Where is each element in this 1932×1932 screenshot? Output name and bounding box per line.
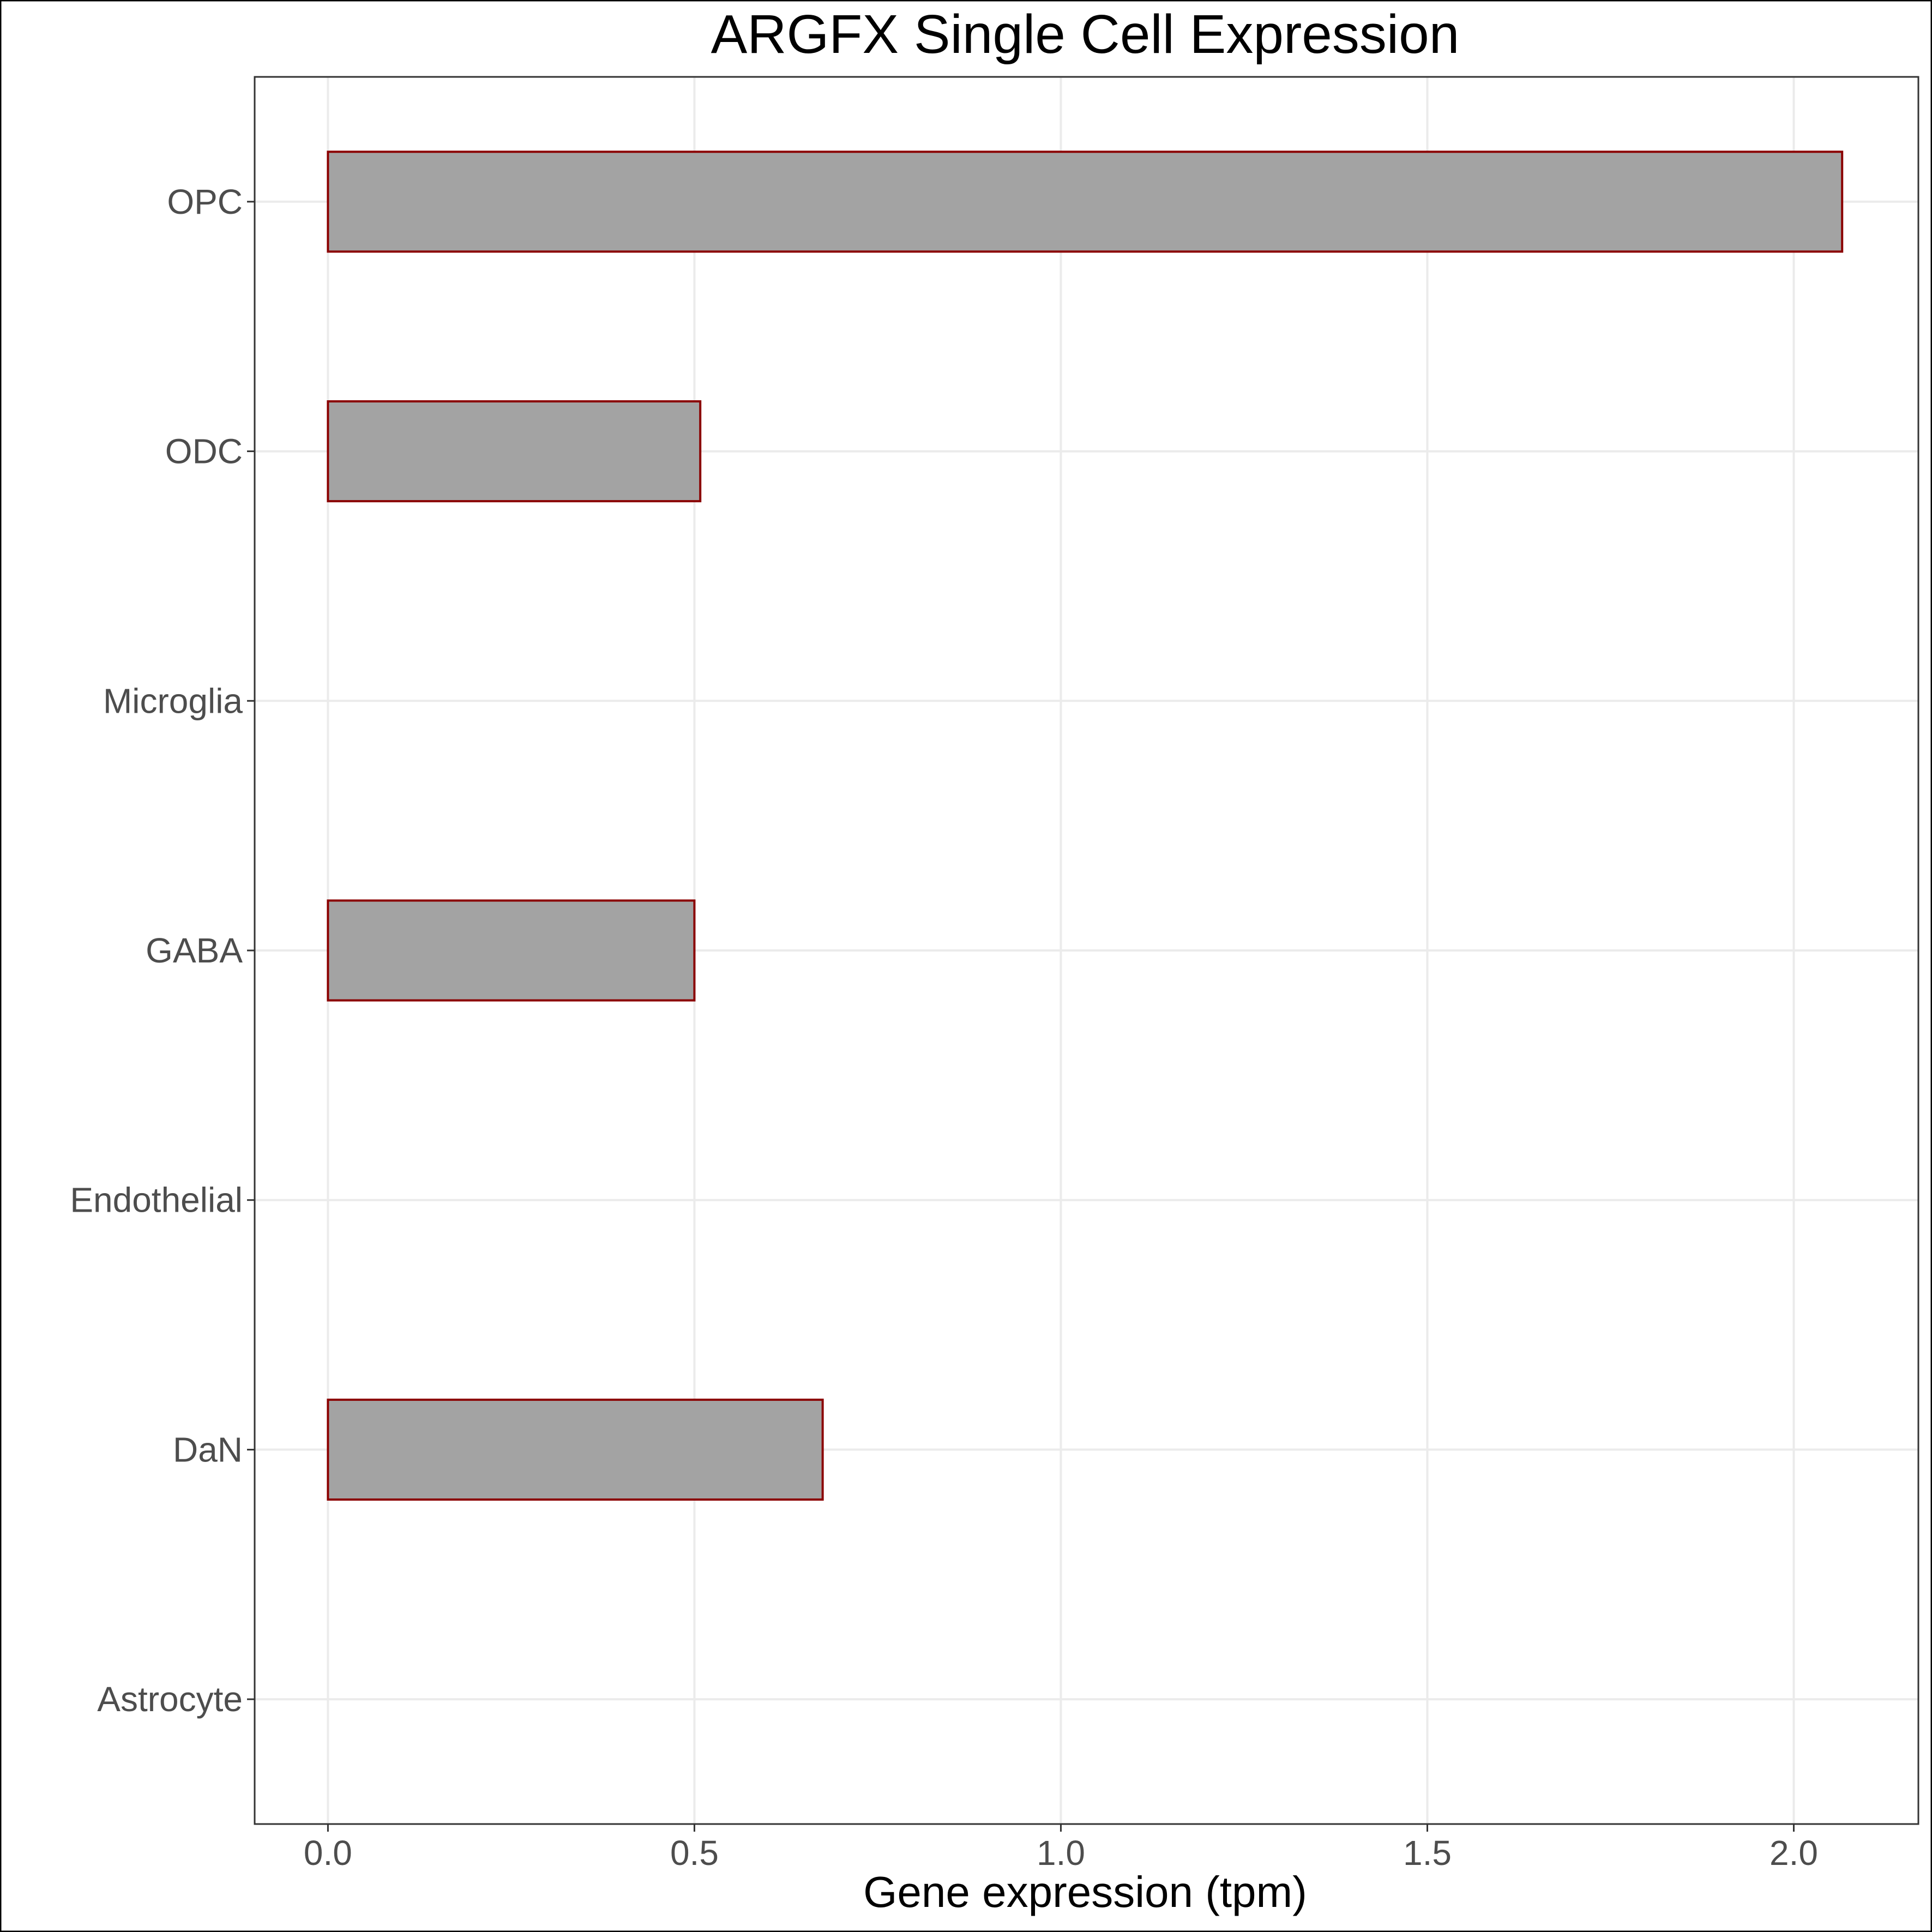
y-tick-label-astrocyte: Astrocyte xyxy=(97,1680,243,1719)
y-tick-label-opc: OPC xyxy=(167,182,243,221)
x-tick-label: 1.5 xyxy=(1403,1833,1452,1873)
chart-title: ARGFX Single Cell Expression xyxy=(711,4,1460,65)
y-axis-ticks: Astrocyte DaN Endothelial GABA Microglia ODC O… xyxy=(70,182,255,1719)
y-tick-label-dan: DaN xyxy=(173,1430,243,1469)
x-tick-label: 0.5 xyxy=(670,1833,719,1873)
y-tick-label-odc: ODC xyxy=(165,432,243,471)
bars xyxy=(327,151,1844,1501)
y-tick-label-microglia: Microglia xyxy=(103,681,243,720)
bar-odc xyxy=(327,400,702,503)
x-tick-label: 2.0 xyxy=(1770,1833,1818,1873)
bar-gaba xyxy=(327,899,696,1002)
x-axis-label: Gene expression (tpm) xyxy=(863,1868,1307,1916)
bar-dan xyxy=(327,1398,824,1501)
y-tick-label-gaba: GABA xyxy=(146,931,243,970)
x-axis-ticks: 0.0 0.5 1.0 1.5 2.0 xyxy=(304,1824,1818,1873)
x-tick-label: 1.0 xyxy=(1037,1833,1085,1873)
y-tick-label-endothelial: Endothelial xyxy=(70,1181,243,1220)
bar-opc xyxy=(327,151,1844,253)
x-tick-label: 0.0 xyxy=(304,1833,352,1873)
